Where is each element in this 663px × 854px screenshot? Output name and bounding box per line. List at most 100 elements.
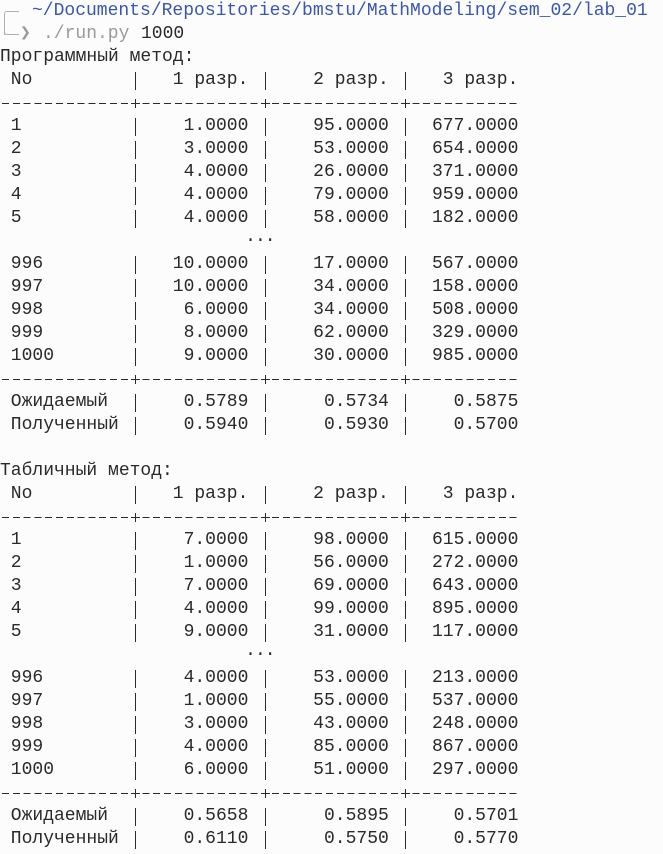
column-divider [264, 578, 266, 596]
column-divider [264, 72, 266, 90]
separator-cross [260, 375, 270, 384]
row-cell: 95.0000 [313, 116, 389, 136]
column-divider [264, 739, 266, 757]
separator-cross [131, 789, 140, 798]
row-cell: 10.0000 [172, 254, 249, 274]
column-divider [264, 325, 266, 343]
row-cell: 79.0000 [313, 185, 389, 205]
summary-cell: 0.5734 [323, 392, 389, 412]
command-argument: 1000 [141, 24, 185, 44]
column-divider [264, 279, 266, 297]
row-cell: 643.0000 [431, 576, 519, 596]
row-cell: 55.0000 [313, 691, 389, 711]
column-divider [135, 141, 136, 159]
column-divider [405, 417, 406, 435]
summary-cell: 0.5940 [183, 415, 249, 435]
separator-cross [401, 513, 410, 522]
separator [0, 103, 518, 104]
column-divider [405, 716, 406, 734]
column-divider [405, 279, 406, 297]
column-divider [405, 831, 406, 849]
row-cell: 53.0000 [313, 139, 389, 159]
separator-cross [260, 513, 270, 522]
row-cell: 85.0000 [313, 737, 389, 757]
column-divider [264, 302, 266, 320]
command: ./run.py [43, 24, 130, 44]
prompt-frame-bottom [4, 24, 19, 35]
column-divider [135, 256, 136, 274]
row-label: 2 [10, 139, 22, 159]
row-cell: 43.0000 [313, 714, 389, 734]
row-label: 3 [10, 576, 22, 596]
column-divider [264, 532, 266, 550]
summary-cell: 0.5701 [453, 806, 519, 826]
column-divider [264, 808, 266, 826]
row-cell: 26.0000 [313, 162, 389, 182]
column-divider [405, 164, 406, 182]
column-divider [135, 532, 136, 550]
row-cell: 4.0000 [183, 737, 249, 757]
row-label: 996 [10, 254, 44, 274]
row-label: 998 [10, 300, 44, 320]
summary-cell: 0.6110 [183, 829, 249, 849]
separator-cross [260, 789, 270, 798]
row-cell: 7.0000 [183, 530, 249, 550]
summary-label: Ожидаемый [10, 806, 109, 826]
row-cell: 58.0000 [313, 208, 389, 228]
row-label: 4 [10, 599, 22, 619]
row-cell: 158.0000 [431, 277, 519, 297]
column-divider [135, 118, 136, 136]
summary-label: Полученный [10, 415, 119, 435]
column-divider [135, 762, 136, 780]
column-divider [264, 555, 266, 573]
column-divider [264, 716, 266, 734]
column-divider [264, 394, 266, 412]
row-cell: 867.0000 [431, 737, 519, 757]
row-cell: 371.0000 [431, 162, 519, 182]
row-cell: 182.0000 [431, 208, 519, 228]
column-divider [135, 187, 136, 205]
row-cell: 62.0000 [313, 323, 389, 343]
row-cell: 9.0000 [183, 622, 249, 642]
summary-cell: 0.5930 [323, 415, 389, 435]
column-divider [264, 417, 266, 435]
table-title: Табличный метод: [0, 461, 173, 481]
column-divider [405, 532, 406, 550]
row-cell: 31.0000 [313, 622, 389, 642]
row-cell: 297.0000 [431, 760, 519, 780]
summary-label: Ожидаемый [10, 392, 109, 412]
column-divider [135, 72, 136, 90]
summary-cell: 0.5875 [453, 392, 519, 412]
row-label: 2 [10, 553, 22, 573]
column-divider [405, 187, 406, 205]
column-divider [135, 325, 136, 343]
row-cell: 53.0000 [313, 668, 389, 688]
row-cell: 248.0000 [431, 714, 519, 734]
column-divider [405, 808, 406, 826]
table-title: Программный метод: [0, 47, 195, 67]
summary-cell: 0.5895 [323, 806, 389, 826]
column-divider [264, 141, 266, 159]
summary-label: Полученный [10, 829, 119, 849]
column-divider [405, 601, 406, 619]
column-divider [405, 670, 406, 688]
row-cell: 4.0000 [183, 185, 249, 205]
row-label: 1 [10, 530, 22, 550]
row-label: 997 [10, 277, 44, 297]
column-divider [405, 210, 406, 228]
header-cell: 3 разр. [442, 70, 519, 90]
column-divider [264, 762, 266, 780]
prompt-frame-top [4, 11, 19, 35]
column-divider [405, 486, 406, 504]
column-divider [264, 670, 266, 688]
column-divider [405, 348, 406, 366]
separator-cross [260, 99, 270, 108]
column-divider [405, 762, 406, 780]
column-divider [135, 348, 136, 366]
column-divider [264, 210, 266, 228]
column-divider [135, 210, 136, 228]
column-divider [135, 716, 136, 734]
column-divider [135, 279, 136, 297]
summary-cell: 0.5789 [183, 392, 249, 412]
header-cell: 1 разр. [172, 484, 249, 504]
